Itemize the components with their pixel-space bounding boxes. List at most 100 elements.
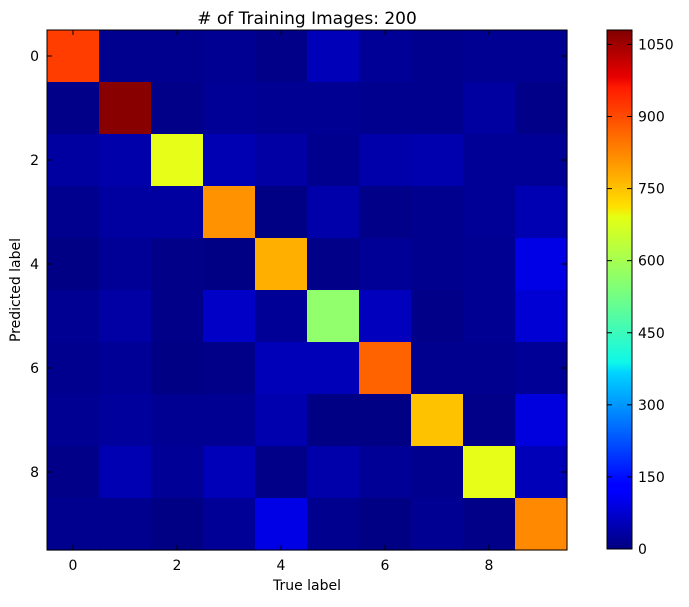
heatmap-cell — [99, 186, 152, 239]
heatmap-cell — [47, 238, 100, 291]
heatmap-cell — [99, 446, 152, 499]
x-axis-ticks: 0 2 4 6 8 — [69, 30, 494, 574]
heatmap-cell — [151, 394, 204, 447]
heatmap-cell — [99, 342, 152, 395]
heatmap-cell — [255, 446, 308, 499]
heatmap-cell — [515, 394, 568, 447]
heatmap-cell — [463, 342, 516, 395]
chart-title: # of Training Images: 200 — [197, 9, 417, 29]
heatmap-cell — [359, 238, 412, 291]
heatmap-cell — [411, 30, 464, 83]
heatmap-cell — [255, 498, 308, 551]
heatmap-cell — [47, 342, 100, 395]
heatmap-cell — [307, 82, 360, 135]
heatmap-cell — [307, 134, 360, 187]
colorbar-ticks: 0 150 300 450 600 750 900 1050 — [607, 37, 674, 558]
heatmap-cell — [151, 82, 204, 135]
heatmap-cell — [411, 446, 464, 499]
heatmap-cell — [99, 290, 152, 343]
heatmap-cell — [359, 30, 412, 83]
plot-frame — [46, 29, 568, 551]
heatmap-cell — [203, 394, 256, 447]
heatmap-cell — [463, 82, 516, 135]
heatmap-cell — [255, 30, 308, 83]
heatmap-cell — [47, 134, 100, 187]
colorbar — [606, 29, 633, 550]
heatmap-cell — [99, 30, 152, 83]
heatmap-cell — [307, 290, 360, 343]
heatmap-cell — [411, 394, 464, 447]
heatmap-cell — [203, 186, 256, 239]
x-tick-label: 8 — [485, 558, 494, 574]
heatmap-cell — [463, 498, 516, 551]
heatmap-cell — [515, 342, 568, 395]
heatmap-cell — [411, 186, 464, 239]
heatmap-cell — [151, 498, 204, 551]
heatmap-cell — [515, 290, 568, 343]
heatmap-cell — [99, 82, 152, 135]
heatmap-cell — [47, 82, 100, 135]
heatmap-cell — [307, 498, 360, 551]
heatmap-cell — [463, 394, 516, 447]
heatmap-cell — [255, 342, 308, 395]
heatmap-cell — [255, 186, 308, 239]
heatmap-cell — [515, 446, 568, 499]
heatmap-cell — [47, 498, 100, 551]
heatmap-cell — [151, 238, 204, 291]
heatmap-cells — [47, 30, 568, 551]
heatmap-cell — [307, 238, 360, 291]
heatmap-cell — [307, 394, 360, 447]
heatmap-cell — [515, 134, 568, 187]
heatmap-cell — [203, 446, 256, 499]
colorbar-tick-label: 150 — [638, 470, 665, 486]
heatmap-cell — [151, 186, 204, 239]
heatmap-cell — [255, 134, 308, 187]
y-tick-label: 6 — [30, 361, 39, 377]
colorbar-tick-label: 450 — [638, 326, 665, 342]
colorbar-tick-label: 0 — [638, 542, 647, 558]
heatmap-cell — [151, 342, 204, 395]
colorbar-tick-label: 750 — [638, 182, 665, 198]
heatmap-cell — [47, 290, 100, 343]
heatmap-cell — [411, 290, 464, 343]
y-axis-ticks: 0 2 4 6 8 — [30, 49, 567, 481]
heatmap-cell — [203, 238, 256, 291]
heatmap-cell — [151, 446, 204, 499]
heatmap-cell — [307, 342, 360, 395]
heatmap-cell — [255, 394, 308, 447]
colorbar-tick-label: 900 — [638, 110, 665, 126]
heatmap-cell — [515, 82, 568, 135]
y-axis-label: Predicted label — [8, 238, 24, 342]
heatmap-cell — [463, 30, 516, 83]
y-tick-label: 4 — [30, 257, 39, 273]
y-tick-label: 2 — [30, 153, 39, 169]
colorbar-tick-label: 300 — [638, 398, 665, 414]
heatmap-cell — [359, 342, 412, 395]
heatmap-cell — [359, 394, 412, 447]
heatmap-cell — [515, 238, 568, 291]
heatmap-cell — [151, 134, 204, 187]
y-tick-label: 0 — [30, 49, 39, 65]
heatmap-cell — [463, 290, 516, 343]
heatmap-cell — [47, 186, 100, 239]
heatmap-cell — [203, 342, 256, 395]
heatmap-cell — [411, 238, 464, 291]
heatmap-cell — [307, 186, 360, 239]
heatmap-cell — [463, 446, 516, 499]
colorbar-tick-label: 1050 — [638, 37, 674, 53]
heatmap-cell — [359, 82, 412, 135]
heatmap-cell — [151, 290, 204, 343]
heatmap-cell — [515, 30, 568, 83]
x-tick-label: 4 — [277, 558, 286, 574]
heatmap-cell — [255, 82, 308, 135]
heatmap-cell — [359, 186, 412, 239]
heatmap-cell — [515, 186, 568, 239]
heatmap-cell — [359, 498, 412, 551]
heatmap-cell — [463, 186, 516, 239]
heatmap-cell — [151, 30, 204, 83]
heatmap-cell — [47, 394, 100, 447]
heatmap-cell — [411, 82, 464, 135]
heatmap-cell — [203, 30, 256, 83]
